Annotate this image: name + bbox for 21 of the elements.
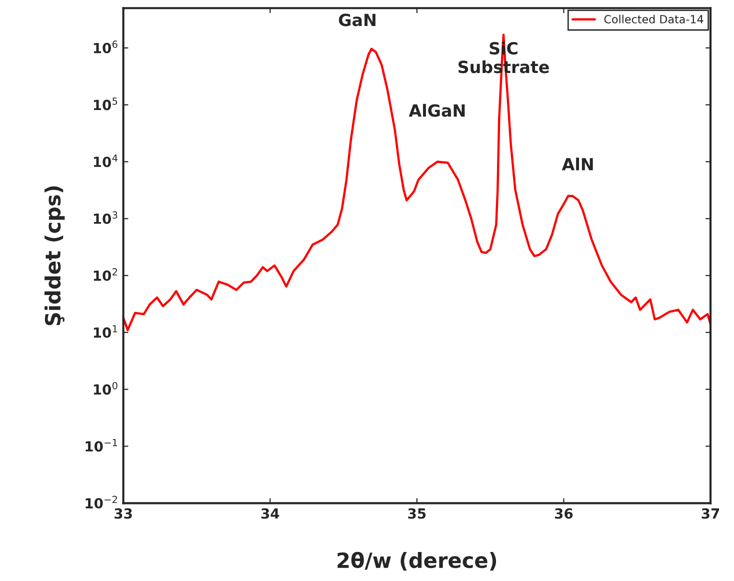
y-tick-label: 10$^{2}$ xyxy=(94,268,118,281)
y-tick-label: 10$^{1}$ xyxy=(94,325,118,338)
x-tick-label: 36 xyxy=(554,508,573,519)
y-tick-label: 10$^{4}$ xyxy=(94,154,118,168)
x-tick-label: 34 xyxy=(261,508,280,519)
x-tick-label: 35 xyxy=(408,508,426,519)
y-tick-label: 10$^{−1}$ xyxy=(86,439,118,452)
x-axis-title: 2θ/w (derece) xyxy=(338,552,496,571)
x-tick-label: 37 xyxy=(702,508,720,519)
annotation: AlN xyxy=(562,158,593,170)
y-axis-title: Şiddet (cps) xyxy=(44,186,65,326)
annotation: AlGaN xyxy=(408,104,465,117)
y-tick-label: 10$^{0}$ xyxy=(94,382,118,395)
legend-label: Collected Data-14 xyxy=(604,14,704,24)
y-tick-label: 10$^{6}$ xyxy=(94,40,118,54)
y-tick-label: 10$^{5}$ xyxy=(94,98,118,110)
x-tick-label: 33 xyxy=(114,508,132,519)
line-series xyxy=(123,34,711,332)
y-tick-label: 10$^{−2}$ xyxy=(86,496,117,509)
y-tick-label: 10$^{3}$ xyxy=(94,211,118,224)
annotation: GaN xyxy=(338,14,376,26)
